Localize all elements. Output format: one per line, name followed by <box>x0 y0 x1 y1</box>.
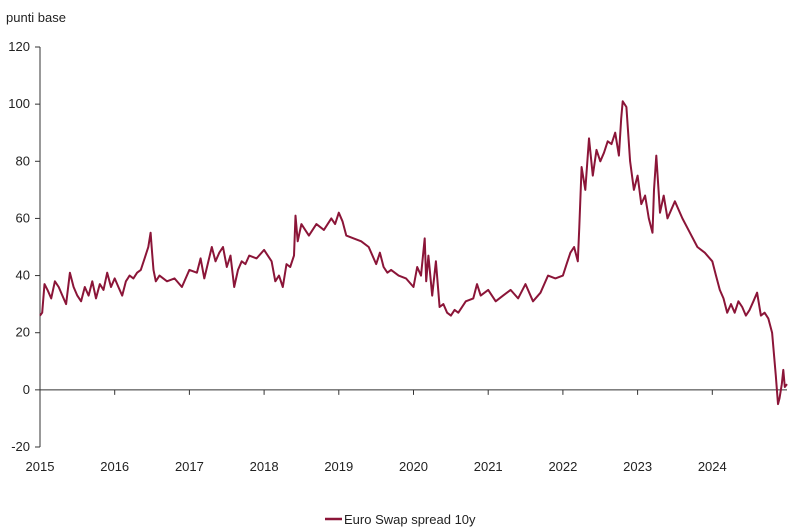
x-tick-label: 2019 <box>324 459 353 474</box>
x-tick-label: 2021 <box>474 459 503 474</box>
legend: Euro Swap spread 10y <box>325 512 476 527</box>
y-tick-label: 20 <box>16 325 30 340</box>
series-layer <box>39 100 788 406</box>
y-tick-label: 100 <box>8 96 30 111</box>
x-axis: 2015 2016 2017 2018 2019 2020 2021 2022 2023 2024 <box>26 389 787 474</box>
x-tick-label: 2015 <box>26 459 55 474</box>
y-tick-label: 40 <box>16 268 30 283</box>
y-tick-label: 0 <box>23 382 30 397</box>
x-tick-label: 2023 <box>623 459 652 474</box>
legend-label: Euro Swap spread 10y <box>344 512 476 527</box>
y-tick-label: -20 <box>11 439 30 454</box>
x-tick-label: 2016 <box>100 459 129 474</box>
series-line-0 <box>39 100 788 406</box>
x-tick-label: 2020 <box>399 459 428 474</box>
x-tick-label: 2022 <box>548 459 577 474</box>
y-axis-unit-label: punti base <box>6 10 66 25</box>
y-tick-label: 60 <box>16 210 30 225</box>
x-tick-label: 2017 <box>175 459 204 474</box>
x-tick-label: 2018 <box>250 459 279 474</box>
y-tick-label: 80 <box>16 153 30 168</box>
y-axis: -20 0 20 40 60 80 100 120 <box>8 39 41 454</box>
x-tick-label: 2024 <box>698 459 727 474</box>
y-tick-label: 120 <box>8 39 30 54</box>
